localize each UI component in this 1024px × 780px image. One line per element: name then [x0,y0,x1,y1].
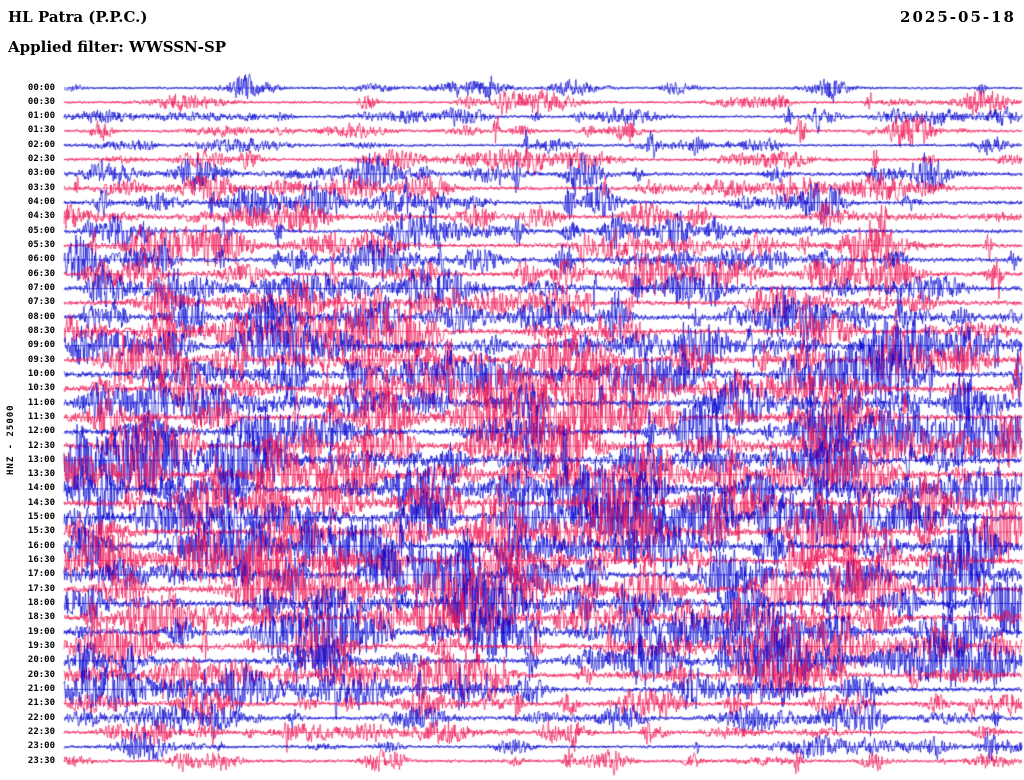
time-label: 00:00 [27,82,55,93]
time-label: 13:00 [27,454,55,465]
time-label: 11:00 [27,397,55,408]
time-label: 17:30 [27,583,55,594]
time-label: 10:30 [27,383,55,394]
time-label: 01:30 [27,125,55,136]
time-label: 12:00 [27,426,55,437]
time-label: 07:00 [27,282,55,293]
time-label: 10:00 [27,368,55,379]
time-label: 13:30 [27,469,55,480]
time-label: 18:30 [27,612,55,623]
time-label: 04:30 [27,211,55,222]
time-label: 17:00 [27,569,55,580]
filter-label: Applied filter: WWSSN-SP [8,38,227,56]
time-label: 23:00 [27,741,55,752]
time-label: 08:00 [27,311,55,322]
time-label: 09:30 [27,354,55,365]
time-label: 00:30 [27,96,55,107]
time-label: 14:30 [27,497,55,508]
time-label: 08:30 [27,325,55,336]
time-label: 04:00 [27,197,55,208]
time-label: 01:00 [27,111,55,122]
time-label: 19:30 [27,640,55,651]
time-label: 03:00 [27,168,55,179]
time-label: 18:00 [27,598,55,609]
time-label: 23:30 [27,755,55,766]
time-label: 20:00 [27,655,55,666]
time-label: 05:30 [27,240,55,251]
time-label: 22:00 [27,712,55,723]
time-label: 16:30 [27,555,55,566]
time-label: 02:00 [27,139,55,150]
time-label: 03:30 [27,182,55,193]
time-label: 02:30 [27,154,55,165]
time-label: 16:00 [27,540,55,551]
time-label: 06:00 [27,254,55,265]
time-label: 21:30 [27,698,55,709]
time-label: 06:30 [27,268,55,279]
time-label-column: 00:00 00:30 01:00 01:30 02:00 02:30 03:00 03:30… [0,0,58,780]
time-label: 05:00 [27,225,55,236]
time-label: 21:00 [27,683,55,694]
time-label: 12:30 [27,440,55,451]
time-label: 20:30 [27,669,55,680]
time-label: 07:30 [27,297,55,308]
time-label: 15:00 [27,512,55,523]
date-label: 2025-05-18 [900,8,1016,26]
time-label: 11:30 [27,411,55,422]
time-label: 15:30 [27,526,55,537]
time-label: 09:00 [27,340,55,351]
time-label: 22:30 [27,726,55,737]
station-title: HL Patra (P.P.C.) [8,8,148,26]
time-label: 19:00 [27,626,55,637]
time-label: 14:00 [27,483,55,494]
